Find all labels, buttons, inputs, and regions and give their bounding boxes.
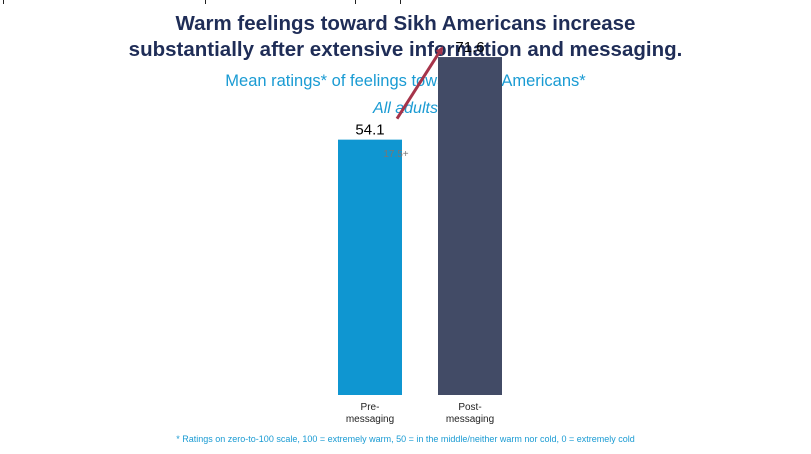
- category-tick-label: Pre-: [361, 402, 380, 413]
- chart-population-label: All adults: [373, 100, 438, 117]
- cropped-top-edge: [0, 0, 811, 6]
- crop-mark: [205, 0, 206, 4]
- crop-mark: [355, 0, 356, 4]
- chart-footnote: * Ratings on zero-to-100 scale, 100 = ex…: [176, 434, 635, 444]
- category-tick-label: Post-: [458, 402, 481, 413]
- category-tick-label: messaging: [446, 414, 494, 425]
- change-label: 17.5+: [383, 149, 408, 160]
- bar-pre-messaging: [338, 139, 402, 395]
- chart-title: Warm feelings toward Sikh Americans incr…: [0, 11, 811, 63]
- bar-post-messaging: [438, 57, 502, 395]
- change-arrow: [395, 46, 444, 120]
- bar-value-label: 71.6: [455, 39, 484, 56]
- crop-mark: [400, 0, 401, 4]
- category-tick-label: messaging: [346, 414, 394, 425]
- chart-title-line-1: Warm feelings toward Sikh Americans incr…: [175, 12, 636, 35]
- crop-mark: [3, 0, 4, 4]
- chart-title-line-2: substantially after extensive informatio…: [128, 38, 683, 61]
- bar-value-label: 54.1: [355, 122, 384, 139]
